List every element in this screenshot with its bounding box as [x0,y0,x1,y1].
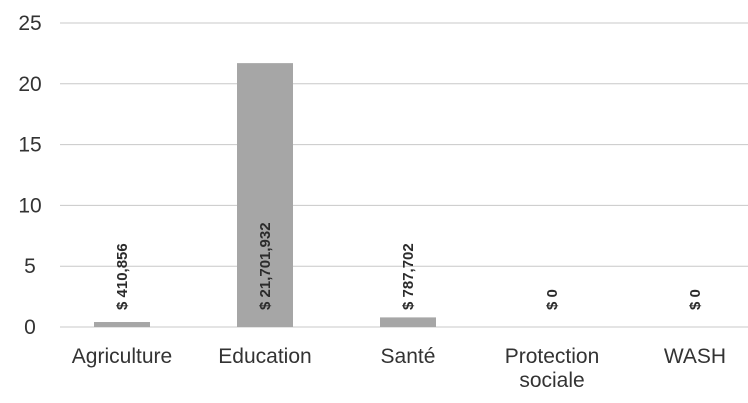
y-tick-label: 10 [18,194,41,217]
y-tick-label: 0 [24,316,36,339]
y-tick-label: 5 [24,255,36,278]
x-category-label: Education [218,345,311,368]
x-category-label-line: Protection [505,345,600,368]
data-label: $ 787,702 [400,243,417,310]
x-category-label-line: sociale [519,369,584,392]
y-axis-ticks: 0 5 10 15 20 25 [18,12,41,339]
y-tick-label: 25 [18,12,41,35]
x-category-label-line: Agriculture [72,345,172,368]
bars [94,63,436,328]
gridlines [60,22,748,328]
data-label: $ 410,856 [114,243,131,310]
x-category-label: Agriculture [72,345,172,368]
x-category-label: Protection sociale [505,345,600,392]
x-category-label: WASH [664,345,726,368]
x-category-label-line: Santé [381,345,436,368]
y-tick-label: 20 [18,73,41,96]
bar [94,322,150,327]
bar [237,63,293,328]
data-label: $ 0 [544,289,561,310]
y-tick-label: 15 [18,134,41,157]
x-category-label: Santé [381,345,436,368]
x-category-label-line: WASH [664,345,726,368]
data-label: $ 21,701,932 [257,222,274,310]
data-label: $ 0 [687,289,704,310]
data-labels: $ 410,856 $ 21,701,932 $ 787,702 $ 0 $ 0 [114,222,704,310]
x-axis-categories: Agriculture Education Santé Protection socia… [72,345,726,392]
bar [380,317,436,327]
x-category-label-line: Education [218,345,311,368]
